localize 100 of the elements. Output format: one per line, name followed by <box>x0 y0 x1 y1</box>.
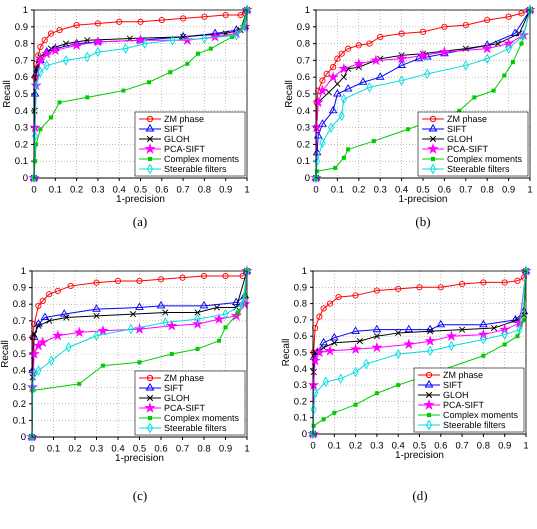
x-tick-label: 0.1 <box>48 184 62 196</box>
y-tick-label: 0.7 <box>294 314 307 326</box>
y-tick-label: 0.6 <box>14 72 28 84</box>
x-tick-label: 0.8 <box>476 440 490 452</box>
legend-label: GLOH <box>164 134 190 144</box>
x-tick-label: 0.5 <box>416 184 430 196</box>
x-tick-label: 0.7 <box>176 184 190 196</box>
y-tick-label: 0.2 <box>12 398 26 410</box>
x-tick-label: 0.5 <box>134 184 148 196</box>
x-tick-label: 0.9 <box>498 440 512 452</box>
text: (d) <box>412 488 428 503</box>
x-tick-label: 0.6 <box>154 444 168 455</box>
y-tick-label: 0.7 <box>14 55 28 66</box>
y-axis-title: Recall <box>281 338 292 366</box>
legend-label: SIFT <box>447 124 467 134</box>
text: (c) <box>132 488 148 503</box>
y-tick-label: 0.1 <box>12 415 26 426</box>
x-tick-label: 0.4 <box>394 184 408 196</box>
x-tick-label: 0.9 <box>218 444 232 455</box>
y-tick-label: 0.1 <box>296 156 310 168</box>
y-tick-label: 0.6 <box>294 331 307 342</box>
legend-label: ZM phase <box>164 114 204 124</box>
y-tick-label: 0.2 <box>14 139 28 150</box>
y-tick-label: 0.3 <box>294 380 307 392</box>
text: (b) <box>415 214 431 229</box>
y-tick-label: 0.4 <box>14 106 28 117</box>
y-axis-title: Recall <box>0 340 11 368</box>
x-tick-label: 0.9 <box>502 184 516 196</box>
x-tick-label: 0.4 <box>392 440 405 452</box>
x-tick-label: 0.3 <box>370 440 384 452</box>
y-tick-label: 0 <box>22 173 28 184</box>
y-tick-label: 0.7 <box>12 316 26 327</box>
y-tick-label: 1 <box>302 266 307 278</box>
legend-label: PCA-SIFT <box>447 144 489 154</box>
x-tick-label: 0.2 <box>70 184 84 196</box>
x-axis-title: 1-precision <box>116 194 165 205</box>
x-tick-label: 1 <box>244 444 250 455</box>
legend-label: SIFT <box>164 383 184 394</box>
x-tick-label: 0.6 <box>438 184 452 196</box>
x-tick-label: 0.4 <box>111 444 125 455</box>
x-axis-title: 1-precision <box>395 450 444 461</box>
y-tick-label: 0.1 <box>294 412 307 424</box>
legend-label: ZM phase <box>443 370 484 380</box>
y-tick-label: 0.3 <box>12 382 26 394</box>
y-tick-label: 1 <box>22 5 28 16</box>
legend-label: Complex moments <box>447 154 523 164</box>
x-tick-label: 0.7 <box>176 444 190 455</box>
y-tick-label: 0.5 <box>14 89 28 100</box>
y-tick-label: 0.1 <box>14 156 28 168</box>
y-tick-label: 0.6 <box>296 72 310 84</box>
x-tick-label: 0 <box>31 184 37 196</box>
x-tick-label: 0.7 <box>459 184 472 196</box>
x-tick-label: 1 <box>244 184 250 196</box>
legend-label: Complex moments <box>164 154 240 164</box>
x-tick-label: 0.3 <box>91 184 105 196</box>
x-tick-label: 0.7 <box>455 440 469 452</box>
y-tick-label: 0.2 <box>296 139 310 150</box>
x-tick-label: 1 <box>523 440 529 452</box>
text: (a) <box>132 214 148 229</box>
y-tick-label: 0.6 <box>12 332 26 344</box>
legend-label: Complex moments <box>443 410 519 420</box>
x-tick-label: 0 <box>313 184 319 196</box>
y-tick-label: 0.8 <box>296 38 310 50</box>
y-tick-label: 0.9 <box>14 22 28 33</box>
y-tick-label: 0.5 <box>12 349 26 360</box>
x-tick-label: 0.8 <box>480 184 494 196</box>
x-tick-label: 0.1 <box>46 444 60 455</box>
y-tick-label: 1 <box>304 5 310 16</box>
x-tick-label: 0.9 <box>219 184 232 196</box>
y-tick-label: 1 <box>20 266 26 278</box>
x-tick-label: 0.6 <box>155 184 168 196</box>
legend-label: ZM phase <box>164 373 204 384</box>
legend-label: ZM phase <box>447 114 488 124</box>
y-tick-label: 0 <box>302 429 307 440</box>
y-tick-label: 0.2 <box>294 396 307 408</box>
legend-label: SIFT <box>164 124 184 134</box>
x-tick-label: 0.8 <box>198 184 212 196</box>
legend-label: Steerable filters <box>443 420 506 430</box>
legend-label: PCA-SIFT <box>164 144 206 154</box>
y-tick-label: 0.7 <box>296 55 310 66</box>
y-tick-label: 0.5 <box>296 89 310 100</box>
x-tick-label: 0.5 <box>132 444 146 455</box>
legend-label: Steerable filters <box>164 423 228 434</box>
y-tick-label: 0.4 <box>12 366 26 377</box>
x-axis-title: 1-precision <box>115 453 164 464</box>
x-tick-label: 0.2 <box>352 184 366 196</box>
x-axis-title: 1-precision <box>398 194 448 205</box>
y-tick-label: 0.8 <box>12 299 26 310</box>
y-tick-label: 0.3 <box>14 122 28 134</box>
y-tick-label: 0.4 <box>294 364 307 375</box>
x-tick-label: 0.6 <box>434 440 448 452</box>
y-tick-label: 0 <box>304 173 310 184</box>
x-tick-label: 0.3 <box>374 184 387 196</box>
x-tick-label: 0.4 <box>112 184 126 196</box>
y-tick-label: 0 <box>20 432 26 444</box>
legend-label: GLOH <box>447 134 473 144</box>
y-tick-label: 0.9 <box>296 22 310 33</box>
y-tick-label: 0.5 <box>294 348 307 359</box>
y-tick-label: 0.8 <box>294 298 307 310</box>
y-tick-label: 0.4 <box>296 106 310 117</box>
